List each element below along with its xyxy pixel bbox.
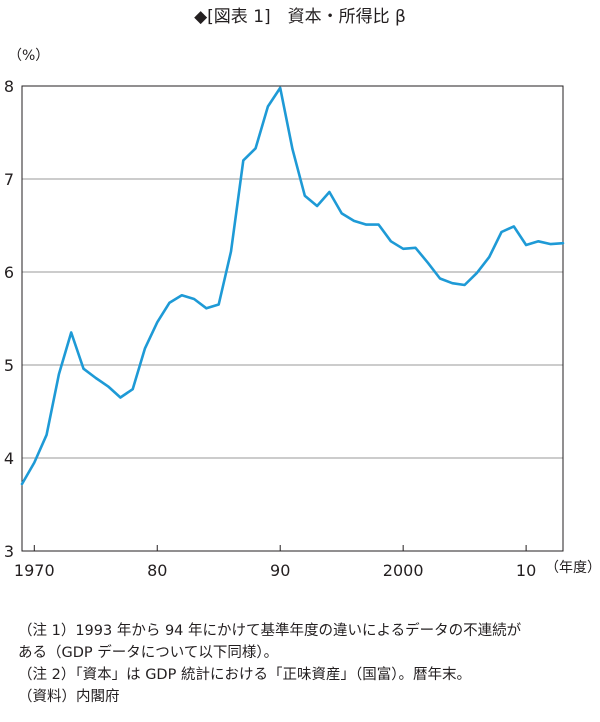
x-axis-unit: （年度） bbox=[545, 560, 600, 576]
source-note: （資料）内閣府 bbox=[18, 689, 120, 705]
y-tick-label-6: 6 bbox=[4, 263, 14, 282]
gridlines bbox=[22, 178, 563, 459]
y-tick-label-4: 4 bbox=[4, 449, 14, 468]
y-tick-label-5: 5 bbox=[4, 356, 14, 375]
y-tick-label-8: 8 bbox=[4, 77, 14, 96]
line-chart: 1970 80 90 2000 10 3 4 5 6 7 8 （%） （年度） bbox=[4, 48, 600, 580]
x-tick-label-1980: 80 bbox=[147, 561, 167, 580]
footnote-1: （注 1）1993 年から 94 年にかけて基準年度の違いによるデータの不連続が bbox=[18, 623, 522, 639]
x-tick-label-2000: 2000 bbox=[383, 561, 424, 580]
y-tick-label-7: 7 bbox=[4, 170, 14, 189]
footnote-1-continued: ある（GDP データについて以下同様）。 bbox=[18, 645, 279, 661]
y-axis-unit: （%） bbox=[8, 48, 49, 64]
footnote-2: （注 2）「資本」は GDP 統計における「正味資産」（国富）。暦年末。 bbox=[18, 667, 471, 683]
y-axis: 3 4 5 6 7 8 bbox=[4, 77, 14, 561]
series-line-0 bbox=[20, 86, 565, 486]
chart-title: ◆[図表 1] 資本・所得比 β bbox=[194, 7, 406, 27]
x-axis: 1970 80 90 2000 10 bbox=[14, 545, 536, 580]
footnotes: （注 1）1993 年から 94 年にかけて基準年度の違いによるデータの不連続が… bbox=[18, 620, 521, 708]
y-tick-label-3: 3 bbox=[4, 542, 14, 561]
x-tick-label-1970: 1970 bbox=[14, 561, 55, 580]
series-layer bbox=[20, 86, 565, 486]
x-tick-label-2010: 10 bbox=[516, 561, 536, 580]
plot-area-frame bbox=[21, 85, 564, 552]
x-tick-label-1990: 90 bbox=[270, 561, 290, 580]
